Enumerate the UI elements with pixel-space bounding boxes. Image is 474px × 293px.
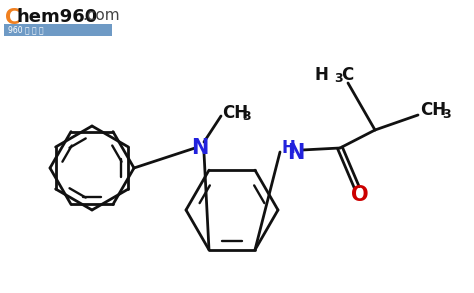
Text: .com: .com bbox=[82, 8, 119, 23]
Text: C: C bbox=[5, 8, 20, 28]
Text: N: N bbox=[191, 138, 209, 158]
Text: 3: 3 bbox=[334, 72, 343, 86]
Text: O: O bbox=[351, 185, 369, 205]
Text: CH: CH bbox=[222, 104, 248, 122]
Text: 3: 3 bbox=[442, 108, 451, 120]
Text: 960 化 工 网: 960 化 工 网 bbox=[8, 25, 44, 34]
Text: hem960: hem960 bbox=[16, 8, 97, 26]
Text: 3: 3 bbox=[242, 110, 251, 124]
Text: H: H bbox=[281, 139, 295, 157]
Text: CH: CH bbox=[420, 101, 446, 119]
Text: C: C bbox=[341, 66, 353, 84]
Bar bbox=[4, 24, 112, 36]
Bar bbox=[2, 2, 117, 34]
Text: H: H bbox=[314, 66, 328, 84]
Text: N: N bbox=[287, 143, 305, 163]
